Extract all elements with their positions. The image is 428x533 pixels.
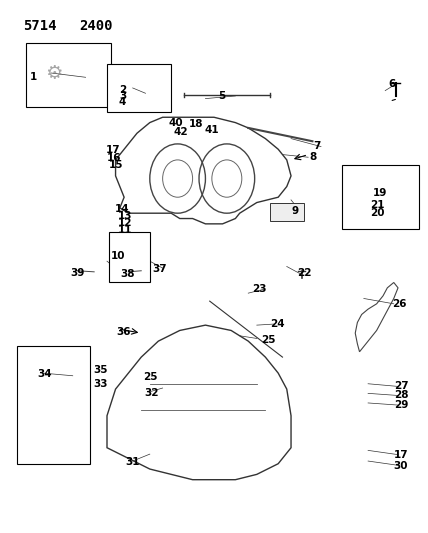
Text: 5: 5 [218, 91, 226, 101]
Text: 16: 16 [107, 154, 122, 163]
Text: 33: 33 [93, 379, 108, 389]
Text: 22: 22 [297, 269, 312, 278]
Text: 25: 25 [143, 372, 158, 382]
Text: 15: 15 [109, 160, 123, 170]
Text: 12: 12 [118, 219, 132, 228]
Text: 5714: 5714 [24, 19, 57, 33]
Text: 38: 38 [120, 269, 134, 279]
Text: 36: 36 [116, 327, 131, 336]
Text: 3: 3 [119, 91, 126, 101]
Text: 6: 6 [389, 79, 396, 88]
Bar [17, 346, 90, 464]
Bar [107, 64, 171, 112]
Text: 30: 30 [394, 462, 408, 471]
Text: 27: 27 [394, 382, 408, 391]
Text: 40: 40 [169, 118, 183, 127]
Text: 42: 42 [174, 127, 188, 137]
Text: 31: 31 [125, 457, 140, 467]
Text: 18: 18 [188, 119, 203, 128]
Text: 2: 2 [119, 85, 126, 94]
Text: 20: 20 [370, 208, 385, 218]
Text: 14: 14 [115, 204, 129, 214]
Text: 29: 29 [394, 400, 408, 410]
Text: 39: 39 [71, 268, 85, 278]
Text: 23: 23 [253, 284, 267, 294]
Text: 37: 37 [152, 264, 166, 274]
Text: 34: 34 [38, 369, 52, 379]
Bar [270, 203, 304, 221]
Bar [109, 232, 150, 282]
Text: 4: 4 [119, 98, 126, 107]
Text: 24: 24 [270, 319, 285, 328]
Text: 41: 41 [205, 125, 219, 134]
Text: 21: 21 [370, 200, 385, 209]
Text: 28: 28 [394, 391, 408, 400]
Bar [342, 165, 419, 229]
Text: 2400: 2400 [79, 19, 113, 33]
Text: 11: 11 [118, 225, 132, 235]
Text: 17: 17 [106, 146, 121, 155]
Text: 25: 25 [261, 335, 276, 344]
Text: 32: 32 [145, 388, 159, 398]
Text: 9: 9 [291, 206, 298, 216]
Text: 26: 26 [392, 299, 407, 309]
Text: 1: 1 [30, 72, 37, 82]
Text: 10: 10 [110, 251, 125, 261]
Text: 35: 35 [93, 365, 108, 375]
Text: 17: 17 [394, 450, 408, 459]
Text: 8: 8 [309, 152, 316, 161]
Text: 19: 19 [373, 188, 388, 198]
Bar [26, 43, 111, 107]
Text: 13: 13 [118, 212, 132, 221]
Text: ⚙: ⚙ [45, 64, 62, 83]
Text: 7: 7 [313, 141, 321, 151]
